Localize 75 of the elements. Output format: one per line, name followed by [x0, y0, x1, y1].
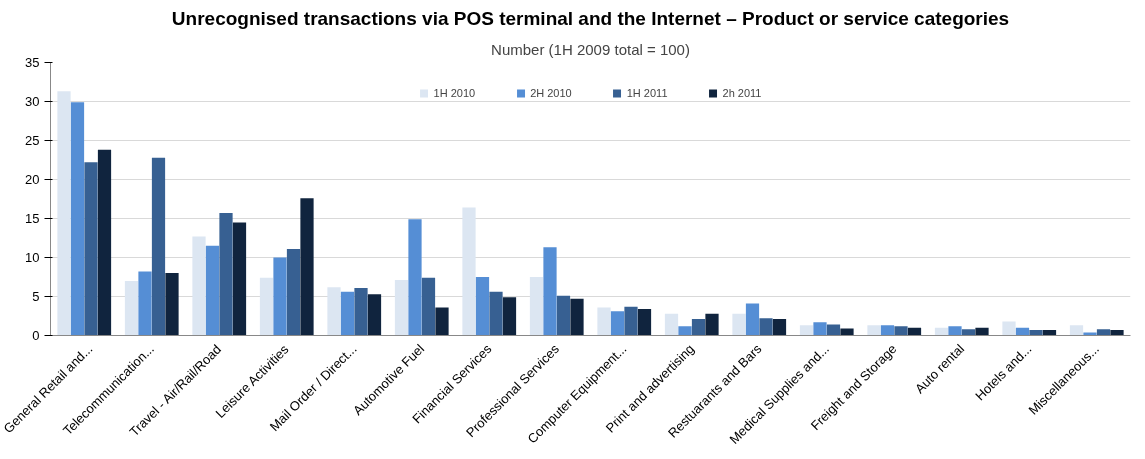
bar: [354, 287, 368, 336]
bar: [867, 325, 881, 336]
chart-subtitle: Number (1H 2009 total = 100): [491, 40, 690, 58]
bar: [529, 277, 544, 336]
chart-title: Unrecognised transactions via POS terminal and the Internet – Product or service categories: [171, 7, 1010, 29]
bar: [759, 318, 773, 336]
bar: [597, 307, 611, 336]
bar: [975, 327, 989, 336]
bar: [394, 280, 409, 336]
bar: [1029, 330, 1043, 336]
legend-label: 1H 2010: [433, 87, 476, 99]
legend-label: 2H 2010: [530, 87, 572, 99]
legend-label: 2h 2011: [722, 87, 762, 99]
bar: [259, 277, 274, 336]
bar: [691, 319, 706, 336]
bar: [705, 313, 719, 336]
bar: [462, 207, 476, 336]
bar: [570, 298, 584, 336]
bar: [543, 247, 557, 336]
y-tick-label: 30: [25, 94, 40, 109]
bar: [165, 273, 179, 336]
bar: [556, 295, 571, 336]
bar: [300, 198, 314, 336]
bar: [664, 313, 679, 336]
bar: [799, 325, 814, 336]
bar: [948, 326, 962, 336]
bar: [70, 102, 85, 336]
bar: [219, 213, 233, 336]
bar: [421, 277, 436, 336]
bar: [610, 311, 625, 336]
bar: [124, 280, 139, 336]
bar: [408, 219, 422, 336]
y-tick-label: 35: [25, 55, 40, 70]
bar: [1096, 329, 1111, 336]
bar: [894, 326, 908, 336]
bar: [813, 322, 827, 336]
y-tick-label: 5: [32, 289, 40, 304]
bar: [273, 257, 287, 336]
bar: [286, 248, 301, 336]
bar: [327, 287, 341, 336]
y-tick-label: 10: [25, 250, 40, 265]
bar: [151, 157, 166, 336]
bar: [232, 222, 247, 336]
bar: [1083, 332, 1097, 336]
bar: [678, 326, 692, 336]
y-tick-label: 0: [32, 328, 40, 343]
bar: [367, 294, 382, 336]
bar: [475, 277, 490, 336]
bar: [502, 297, 517, 336]
bar: [138, 271, 152, 336]
bar: [637, 308, 652, 336]
bar: [745, 303, 760, 336]
bar: [57, 91, 71, 336]
bar: [192, 236, 206, 336]
bar: [880, 325, 895, 336]
bar: [1069, 325, 1084, 336]
bar: [97, 149, 112, 336]
bar: [340, 291, 355, 336]
bar: [826, 324, 841, 336]
bar: [435, 307, 449, 336]
bar: [840, 328, 854, 336]
legend-label: 1H 2011: [626, 87, 668, 99]
y-tick-label: 15: [25, 211, 40, 226]
bar: [624, 306, 638, 336]
bar: [732, 313, 746, 336]
bar: [1002, 321, 1016, 336]
bar: [1042, 330, 1057, 336]
y-tick-label: 25: [25, 133, 40, 148]
bar: [489, 291, 503, 336]
bar: [961, 329, 976, 336]
bar: [1110, 330, 1124, 336]
bar: [772, 319, 787, 336]
bar: [205, 245, 220, 336]
bar: [84, 162, 98, 336]
y-tick-label: 20: [25, 172, 40, 187]
